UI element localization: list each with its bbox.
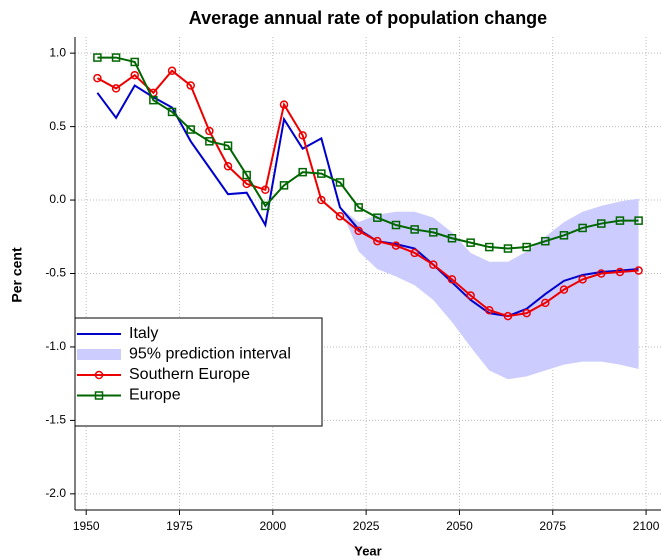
y-tick-label: -2.0: [45, 486, 66, 500]
point: [167, 66, 177, 76]
point: [522, 308, 531, 318]
point: [261, 185, 270, 195]
point: [522, 242, 531, 252]
point: [111, 53, 121, 62]
point: [223, 141, 233, 150]
point: [410, 225, 419, 234]
point: [111, 84, 121, 93]
point: [559, 285, 569, 294]
point: [149, 95, 158, 105]
point: [298, 167, 307, 177]
point: [429, 260, 438, 269]
point: [466, 238, 475, 247]
point: [597, 269, 606, 278]
x-tick-label: 2075: [539, 519, 566, 533]
x-tick-label: 2000: [259, 519, 286, 533]
x-tick-label: 2100: [633, 519, 660, 533]
point: [335, 178, 345, 187]
point: [167, 107, 177, 117]
point: [93, 73, 102, 83]
point: [391, 241, 401, 250]
point: [578, 223, 587, 233]
point: [335, 211, 345, 221]
point: [466, 291, 475, 300]
point: [541, 236, 550, 246]
plot-area: [93, 53, 643, 380]
y-axis-label: Per cent: [9, 247, 25, 303]
point: [242, 170, 251, 180]
point: [578, 275, 587, 284]
point: [373, 236, 382, 246]
point: [634, 216, 643, 225]
legend-marker: [94, 370, 104, 380]
y-tick-label: 0.5: [49, 119, 66, 133]
x-tick-label: 1975: [166, 519, 193, 533]
point: [391, 220, 401, 230]
point: [298, 131, 307, 140]
point: [559, 231, 569, 240]
point: [615, 267, 625, 277]
point: [354, 203, 363, 212]
legend-box: [74, 317, 323, 427]
point: [354, 226, 363, 236]
point: [242, 179, 251, 189]
point: [205, 137, 214, 146]
point: [447, 275, 457, 284]
point: [279, 100, 289, 109]
point: [373, 213, 382, 222]
point: [93, 53, 102, 62]
x-axis-label: Year: [354, 543, 381, 558]
point: [410, 248, 419, 258]
point: [279, 181, 289, 190]
point: [503, 311, 513, 321]
point: [317, 169, 326, 178]
point: [485, 305, 494, 315]
prediction-band: [340, 198, 639, 380]
y-tick-label: -1.0: [45, 339, 66, 353]
y-tick-label: 1.0: [49, 45, 66, 59]
point: [186, 81, 195, 90]
point: [541, 298, 550, 308]
y-tick-label: -0.5: [45, 266, 66, 280]
point: [223, 162, 233, 171]
point: [485, 242, 494, 252]
point: [186, 125, 195, 134]
point: [447, 233, 457, 243]
point: [130, 70, 139, 80]
y-tick-label: 0.0: [49, 192, 66, 206]
point: [429, 228, 438, 237]
y-tick-label: -1.5: [45, 413, 66, 427]
point: [503, 244, 513, 253]
point: [634, 266, 643, 275]
legend-label: Southern Europe: [129, 366, 250, 383]
point: [615, 216, 625, 225]
point: [205, 126, 214, 136]
point: [317, 195, 326, 205]
x-tick-label: 2025: [353, 519, 380, 533]
x-tick-label: 1950: [73, 519, 100, 533]
legend-label: Europe: [129, 387, 181, 404]
point: [130, 57, 139, 67]
point: [261, 201, 270, 211]
chart-title: Average annual rate of population change: [189, 8, 547, 28]
point: [597, 219, 606, 228]
x-tick-label: 2050: [446, 519, 473, 533]
legend-label: 95% prediction interval: [129, 346, 291, 363]
legend-label: Italy: [129, 325, 158, 342]
legend-marker: [94, 391, 104, 400]
